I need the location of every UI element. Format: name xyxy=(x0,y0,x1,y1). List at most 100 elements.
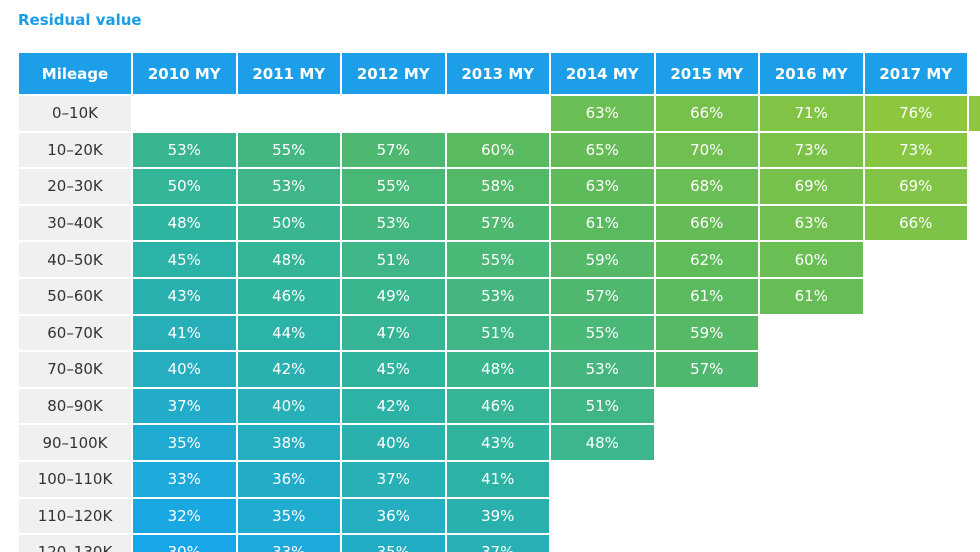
title: Residual value xyxy=(18,11,142,29)
value-cell: 66% xyxy=(654,204,759,242)
value-cell: 60% xyxy=(445,131,550,169)
value-cell: 71% xyxy=(759,95,864,132)
value-cell: 37% xyxy=(445,534,550,552)
value-cell: 30% xyxy=(132,534,237,552)
header-cell: 2010 MY xyxy=(132,52,237,95)
value-cell: 38% xyxy=(236,424,341,461)
value-cell: 47% xyxy=(341,314,446,352)
value-cell: 45% xyxy=(132,241,237,278)
value-cell: 62% xyxy=(654,241,759,278)
value-cell: 61% xyxy=(759,278,864,315)
mileage-cell: 50–60K xyxy=(18,278,132,315)
value-cell: 48% xyxy=(445,351,550,388)
value-cell: 69% xyxy=(863,168,968,205)
value-cell: 41% xyxy=(445,461,550,498)
header-cell: Mileage xyxy=(18,52,132,95)
value-cell: 63% xyxy=(550,168,655,205)
value-cell: 73% xyxy=(759,131,864,169)
value-cell: 48% xyxy=(132,204,237,242)
value-cell: 66% xyxy=(654,95,759,132)
value-cell: 59% xyxy=(550,241,655,278)
value-cell: 83% xyxy=(968,95,980,132)
value-cell: 55% xyxy=(445,241,550,278)
value-cell: 53% xyxy=(132,131,237,169)
value-cell: 63% xyxy=(759,204,864,242)
value-cell: 61% xyxy=(550,204,655,242)
value-cell: 57% xyxy=(445,204,550,242)
value-cell: 65% xyxy=(550,131,655,169)
value-cell: 63% xyxy=(550,95,655,132)
header-cell: 2011 MY xyxy=(236,52,341,95)
value-cell: 42% xyxy=(236,351,341,388)
value-cell: 51% xyxy=(445,314,550,352)
mileage-cell: 120–130K xyxy=(18,534,132,552)
value-cell: 53% xyxy=(236,168,341,205)
mileage-cell: 100–110K xyxy=(18,461,132,498)
value-cell: 36% xyxy=(236,461,341,498)
value-cell: 32% xyxy=(132,497,237,535)
value-cell: 33% xyxy=(132,461,237,498)
mileage-cell: 90–100K xyxy=(18,424,132,461)
value-cell: 33% xyxy=(236,534,341,552)
value-cell: 69% xyxy=(759,168,864,205)
value-cell: 50% xyxy=(236,204,341,242)
mileage-cell: 60–70K xyxy=(18,314,132,352)
value-cell: 45% xyxy=(341,351,446,388)
value-cell: 48% xyxy=(550,424,655,461)
header-cell: 2014 MY xyxy=(550,52,655,95)
mileage-cell: 10–20K xyxy=(18,131,132,169)
mileage-cell: 40–50K xyxy=(18,241,132,278)
header-cell: 2016 MY xyxy=(759,52,864,95)
value-cell: 35% xyxy=(341,534,446,552)
mileage-cell: 0–10K xyxy=(18,95,132,132)
value-cell: 59% xyxy=(654,314,759,352)
value-cell: 60% xyxy=(759,241,864,278)
value-cell: 53% xyxy=(341,204,446,242)
value-cell: 73% xyxy=(863,131,968,169)
value-cell: 50% xyxy=(132,168,237,205)
value-cell: 70% xyxy=(654,131,759,169)
value-cell: 51% xyxy=(550,387,655,425)
value-cell: 35% xyxy=(132,424,237,461)
header-cell: 2017 MY xyxy=(863,52,968,95)
value-cell: 37% xyxy=(132,387,237,425)
value-cell: 43% xyxy=(132,278,237,315)
value-cell: 55% xyxy=(236,131,341,169)
header-cell: 2015 MY xyxy=(654,52,759,95)
mileage-cell: 20–30K xyxy=(18,168,132,205)
value-cell: 40% xyxy=(236,387,341,425)
value-cell: 46% xyxy=(236,278,341,315)
value-cell: 42% xyxy=(341,387,446,425)
value-cell: 58% xyxy=(445,168,550,205)
value-cell: 48% xyxy=(236,241,341,278)
value-cell: 57% xyxy=(550,278,655,315)
value-cell: 53% xyxy=(550,351,655,388)
value-cell: 43% xyxy=(445,424,550,461)
value-cell: 39% xyxy=(445,497,550,535)
header-cell: 2012 MY xyxy=(341,52,446,95)
mileage-cell: 80–90K xyxy=(18,387,132,425)
header-cell: 2013 MY xyxy=(445,52,550,95)
value-cell: 37% xyxy=(341,461,446,498)
value-cell: 55% xyxy=(550,314,655,352)
value-cell: 46% xyxy=(445,387,550,425)
value-cell: 53% xyxy=(445,278,550,315)
value-cell: 68% xyxy=(654,168,759,205)
value-cell: 76% xyxy=(863,95,968,132)
value-cell: 57% xyxy=(654,351,759,388)
mileage-cell: 30–40K xyxy=(18,204,132,242)
value-cell: 51% xyxy=(341,241,446,278)
value-cell: 57% xyxy=(341,131,446,169)
value-cell: 66% xyxy=(863,204,968,242)
mileage-cell: 70–80K xyxy=(18,351,132,388)
value-cell: 40% xyxy=(341,424,446,461)
value-cell: 49% xyxy=(341,278,446,315)
value-cell: 35% xyxy=(236,497,341,535)
value-cell: 44% xyxy=(236,314,341,352)
mileage-cell: 110–120K xyxy=(18,497,132,535)
value-cell: 40% xyxy=(132,351,237,388)
value-cell: 55% xyxy=(341,168,446,205)
value-cell: 36% xyxy=(341,497,446,535)
value-cell: 41% xyxy=(132,314,237,352)
